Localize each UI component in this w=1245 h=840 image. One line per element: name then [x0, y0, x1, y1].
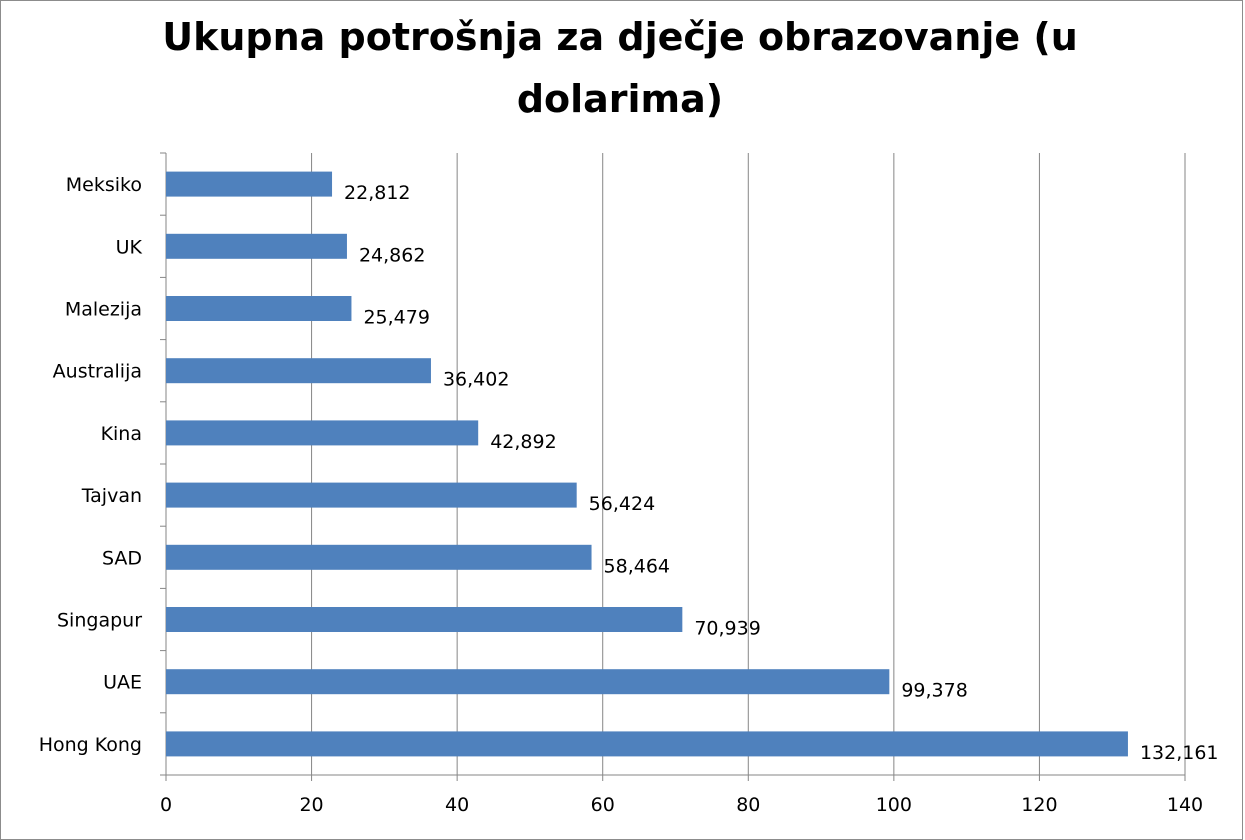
- data-label: 70,939: [694, 618, 760, 640]
- data-label: 56,424: [589, 493, 655, 515]
- y-category-label: UAE: [103, 672, 142, 694]
- x-tick-label: 60: [591, 794, 615, 816]
- bar-australija: [166, 358, 431, 384]
- x-tick-label: 140: [1167, 794, 1203, 816]
- bar-malezija: [166, 296, 352, 321]
- y-category-label: Tajvan: [81, 485, 142, 507]
- x-tick-label: 120: [1021, 794, 1057, 816]
- x-tick-label: 40: [445, 794, 469, 816]
- x-tick-label: 0: [160, 794, 172, 816]
- bars: [166, 171, 1128, 757]
- data-label: 25,479: [363, 307, 429, 329]
- data-label: 132,161: [1140, 742, 1219, 764]
- bar-tajvan: [166, 482, 577, 508]
- y-category-label: Kina: [101, 423, 142, 445]
- data-label: 58,464: [604, 555, 670, 577]
- data-label: 99,378: [901, 680, 967, 702]
- labels: 0 20 40 60 80 100 120 140 Meksiko 22,812 UK 24,862 M…: [39, 174, 1219, 816]
- data-label: 22,812: [344, 182, 410, 204]
- data-label: 36,402: [443, 369, 509, 391]
- y-category-label: SAD: [102, 547, 142, 569]
- bar-kina: [166, 420, 479, 446]
- y-category-label: Australija: [53, 361, 142, 383]
- x-tick-label: 100: [876, 794, 912, 816]
- bar-uk: [166, 233, 347, 259]
- x-tick-label: 80: [736, 794, 760, 816]
- data-label: 42,892: [490, 431, 556, 453]
- bar-sad: [166, 544, 592, 570]
- x-tick-label: 20: [299, 794, 323, 816]
- y-category-label: Meksiko: [66, 174, 142, 196]
- y-category-label: Hong Kong: [39, 734, 142, 756]
- y-category-label: Malezija: [65, 299, 142, 321]
- data-label: 24,862: [359, 244, 425, 266]
- y-category-label: UK: [116, 236, 143, 258]
- chart-title: Ukupna potrošnja za dječje obrazovanje (…: [162, 15, 1078, 121]
- y-category-label: Singapur: [57, 610, 142, 632]
- bar-uae: [166, 669, 890, 695]
- bar-singapur: [166, 607, 683, 632]
- bar-hong-kong: [166, 731, 1128, 757]
- bar-meksiko: [166, 171, 333, 197]
